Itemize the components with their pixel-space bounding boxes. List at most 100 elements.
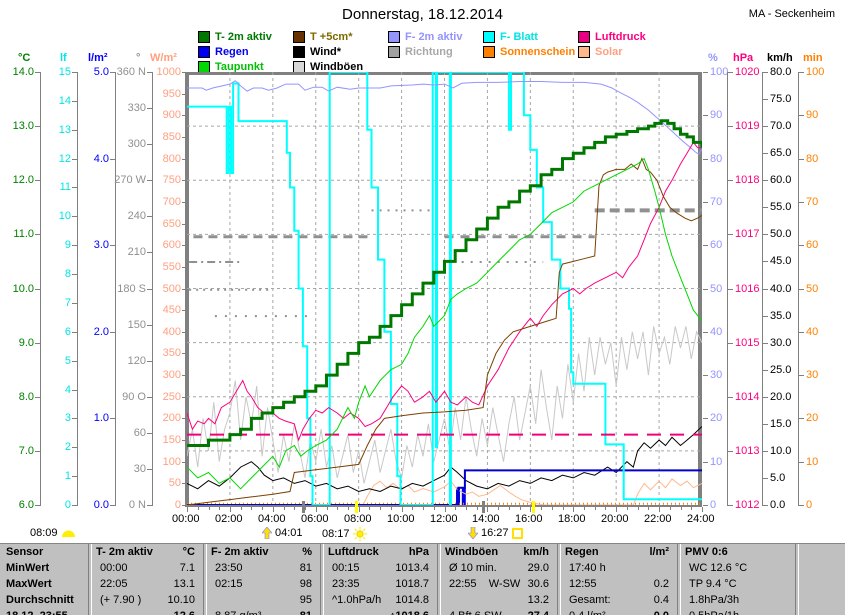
- sunset-square-icon: [511, 527, 523, 539]
- series-f-2m-aktiv: [187, 80, 702, 156]
- legend-item-f-2m-aktiv: F- 2m aktiv: [388, 31, 462, 43]
- x-tick: [455, 507, 457, 510]
- series-t-5cm: [187, 157, 702, 505]
- axis-tick: [703, 202, 708, 203]
- axis-ticklabel-lf: 6: [64, 326, 71, 338]
- axis-tick: [182, 202, 187, 203]
- axis-tick: [182, 115, 187, 116]
- axis-tick: [703, 462, 708, 463]
- axis-tick: [763, 478, 768, 479]
- axis-ticklabel-kmh: 45.0: [770, 255, 792, 267]
- axis-tick: [728, 72, 733, 73]
- axis-tick: [763, 343, 768, 344]
- axis-ticklabel-lf: 13: [58, 124, 71, 136]
- table-cell-value: ↑1018.6: [328, 609, 429, 615]
- axis-ticklabel-pct: 0: [710, 499, 717, 511]
- moonrise-marker: 04:01: [262, 527, 303, 539]
- axis-ticklabel-lm2: 0.0: [93, 499, 109, 511]
- axis-ticklabel-lf: 9: [64, 239, 71, 251]
- axis-tick: [703, 289, 708, 290]
- x-label: 14:00: [472, 513, 500, 525]
- series-solar: [187, 478, 702, 505]
- axis-ticklabel-deg: 210: [127, 246, 146, 258]
- axis-ticklabel-wm2: 550: [162, 261, 181, 273]
- weather-chart-plot: [187, 72, 702, 505]
- axis-tick: [72, 159, 77, 160]
- x-tick: [423, 507, 424, 510]
- axis-ticklabel-hpa: 1020: [735, 66, 760, 78]
- table-cell-label: ^1.0hPa/h: [332, 594, 382, 606]
- sun-moon-event-tick: [482, 501, 485, 513]
- axis-rail-tempC: [40, 72, 41, 506]
- table-row-label: MinWert: [6, 562, 50, 574]
- series-taupunkt: [187, 157, 702, 490]
- axis-ticklabel-deg: 330: [127, 102, 146, 114]
- axis-ticklabel-lm2: 3.0: [93, 239, 109, 251]
- axis-tick: [35, 451, 40, 452]
- axis-tick: [728, 180, 733, 181]
- axis-ticklabel-wm2: 400: [162, 326, 181, 338]
- axis-ticklabel-wm2: 350: [162, 347, 181, 359]
- axis-ticklabel-min: 40: [806, 326, 819, 338]
- table-cell-value: 10.10: [167, 594, 195, 606]
- x-tick: [412, 507, 414, 510]
- axis-tick: [182, 267, 187, 268]
- table-cell-label: 23:50: [215, 562, 243, 574]
- legend-label: Taupunkt: [215, 61, 264, 73]
- legend-label: T +5cm*: [310, 31, 353, 43]
- axis-tick: [35, 180, 40, 181]
- sunrise-halfsun-icon: [61, 530, 75, 537]
- axis-tick: [72, 390, 77, 391]
- table-cell-label: 8.87 g/m³: [215, 609, 312, 615]
- axis-tick: [763, 505, 768, 506]
- axis-unit-tempC: °C: [18, 52, 31, 64]
- table-cell-value: 27.4: [445, 609, 549, 615]
- table-cell-value: 30.6: [527, 578, 549, 590]
- axis-ticklabel-wm2: 850: [162, 131, 181, 143]
- axis-tick: [110, 418, 115, 419]
- axis-tick: [110, 72, 115, 73]
- axis-tick: [799, 72, 804, 73]
- axis-tick: [182, 418, 187, 419]
- axis-ticklabel-tempC: 14.0: [12, 66, 34, 78]
- series-f-blatt: [187, 72, 702, 505]
- x-tick: [605, 507, 607, 510]
- axis-tick: [703, 159, 708, 160]
- x-tick: [390, 507, 392, 510]
- axis-tick: [182, 505, 187, 506]
- table-column-separator: [437, 544, 441, 615]
- axis-ticklabel-hpa: 1013: [735, 445, 760, 457]
- axis-tick: [35, 397, 40, 398]
- axis-ticklabel-wm2: 650: [162, 218, 181, 230]
- axis-tick: [182, 245, 187, 246]
- table-header-unit: l/m²: [649, 546, 669, 558]
- axis-ticklabel-min: 10: [806, 456, 819, 468]
- axis-tick: [182, 440, 187, 441]
- legend-swatch-icon: [293, 31, 305, 43]
- sunset-marker: 16:27: [468, 527, 523, 539]
- table-cell-value: 0.0: [565, 609, 669, 615]
- axis-tick: [763, 99, 768, 100]
- table-cell-value: 1018.7: [395, 578, 429, 590]
- legend-swatch-icon: [388, 46, 400, 58]
- x-tick: [562, 507, 564, 510]
- axis-tick: [763, 397, 768, 398]
- axis-ticklabel-wm2: 1000: [156, 66, 181, 78]
- axis-tick: [110, 332, 115, 333]
- x-tick: [358, 507, 360, 512]
- sun-moon-event-tick: [302, 501, 305, 513]
- axis-tick: [799, 245, 804, 246]
- table-column-separator: [203, 544, 207, 615]
- axis-tick: [763, 126, 768, 127]
- axis-ticklabel-tempC: 9.0: [18, 337, 34, 349]
- axis-ticklabel-lm2: 2.0: [93, 326, 109, 338]
- legend-item-t-2m-aktiv: T- 2m aktiv: [198, 31, 272, 43]
- axis-tick: [182, 483, 187, 484]
- axis-tick: [728, 397, 733, 398]
- axis-ticklabel-kmh: 35.0: [770, 310, 792, 322]
- axis-tick: [182, 159, 187, 160]
- axis-tick: [763, 234, 768, 235]
- axis-ticklabel-kmh: 20.0: [770, 391, 792, 403]
- axis-tick: [799, 115, 804, 116]
- axis-tick: [147, 108, 152, 109]
